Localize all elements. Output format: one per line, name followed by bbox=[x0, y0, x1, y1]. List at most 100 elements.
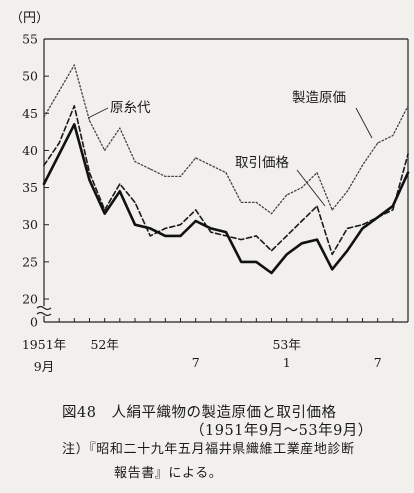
data-point bbox=[225, 172, 227, 174]
data-point bbox=[270, 272, 273, 274]
data-point bbox=[43, 164, 45, 166]
x-tick-label: 7 bbox=[374, 355, 382, 370]
data-point bbox=[58, 90, 60, 92]
series-line-dotted bbox=[43, 64, 409, 215]
data-point bbox=[88, 120, 91, 122]
series-label: 原糸代 bbox=[110, 100, 151, 116]
data-point bbox=[164, 235, 166, 237]
data-point bbox=[225, 231, 227, 233]
data-point bbox=[104, 212, 106, 215]
data-point bbox=[286, 194, 288, 196]
data-point bbox=[119, 183, 121, 185]
data-point bbox=[149, 235, 151, 237]
data-point bbox=[270, 250, 273, 252]
data-point bbox=[392, 134, 394, 137]
data-point bbox=[179, 235, 182, 237]
figure-title: 図48 人絹平織物の製造原価と取引価格 bbox=[62, 405, 337, 421]
data-point bbox=[179, 175, 182, 178]
axes bbox=[36, 38, 409, 323]
series-label: 取引価格 bbox=[235, 155, 289, 171]
data-point bbox=[58, 153, 60, 155]
data-point bbox=[255, 261, 257, 263]
y-tick-label: 45 bbox=[22, 106, 38, 121]
data-point bbox=[73, 64, 75, 66]
data-point bbox=[73, 105, 75, 107]
y-tick-label: 50 bbox=[22, 69, 38, 84]
series-label: 製造原価 bbox=[292, 90, 346, 106]
data-point bbox=[331, 209, 333, 211]
data-point bbox=[286, 235, 288, 237]
x-tick-label: 7 bbox=[192, 355, 200, 370]
labels-layer: 0 20 25 30 35 40 45 50 55 （円） 1951年 9月 52年 7 53年 1 7 製造原価… bbox=[10, 11, 382, 374]
data-point bbox=[43, 183, 45, 185]
data-point bbox=[119, 127, 121, 129]
axis-break-mark bbox=[36, 311, 52, 317]
data-point bbox=[407, 172, 409, 174]
data-point bbox=[392, 205, 394, 207]
data-point bbox=[392, 209, 394, 211]
data-point bbox=[407, 153, 409, 155]
data-point bbox=[134, 224, 136, 226]
data-point bbox=[316, 172, 318, 174]
data-point bbox=[286, 253, 288, 256]
data-point bbox=[240, 238, 242, 241]
data-point bbox=[316, 238, 318, 241]
series-label-leader bbox=[87, 107, 109, 119]
data-point bbox=[361, 227, 364, 230]
y-axis-unit-label: （円） bbox=[10, 11, 49, 26]
x-tick-label: 1 bbox=[283, 355, 291, 370]
data-point bbox=[361, 164, 364, 166]
data-point bbox=[149, 168, 151, 170]
data-point bbox=[43, 116, 45, 118]
data-point bbox=[210, 164, 212, 166]
data-point bbox=[255, 235, 257, 237]
data-point bbox=[149, 227, 151, 230]
y-tick-label: 30 bbox=[22, 217, 38, 232]
figure-subtitle: （1951年9月〜53年9月） bbox=[190, 423, 373, 439]
data-point bbox=[301, 186, 303, 189]
data-point bbox=[164, 227, 166, 230]
data-point bbox=[195, 209, 197, 211]
data-point bbox=[210, 227, 212, 230]
data-point bbox=[316, 205, 318, 207]
x-tick-label: 53年 bbox=[272, 337, 300, 352]
y-tick-label: 55 bbox=[22, 32, 38, 47]
x-tick-label: 52年 bbox=[90, 337, 118, 352]
data-point bbox=[104, 149, 106, 152]
data-point bbox=[134, 201, 136, 204]
chart: 0 20 25 30 35 40 45 50 55 （円） 1951年 9月 52年 7 53年 1 7 製造原価… bbox=[10, 11, 410, 374]
data-point bbox=[195, 220, 197, 222]
series-layer bbox=[42, 64, 410, 275]
data-point bbox=[58, 142, 60, 144]
source-note-line1: 注）『昭和二十九年五月福井県織維工業産地診断 bbox=[62, 442, 355, 457]
data-point bbox=[225, 235, 227, 237]
data-point bbox=[88, 172, 91, 174]
x-tick-label-sub: 9月 bbox=[34, 359, 54, 374]
data-point bbox=[179, 224, 182, 226]
data-point bbox=[210, 231, 212, 233]
data-point bbox=[240, 201, 242, 204]
data-point bbox=[301, 242, 303, 244]
data-point bbox=[377, 142, 379, 144]
data-point bbox=[301, 220, 303, 222]
data-point bbox=[346, 190, 348, 192]
data-point bbox=[270, 212, 273, 215]
y-tick-label: 20 bbox=[22, 292, 38, 307]
data-point bbox=[240, 261, 242, 263]
data-point bbox=[346, 227, 348, 230]
series-label-leader bbox=[355, 107, 373, 139]
y-tick-label: 35 bbox=[22, 180, 38, 195]
series-line-solid bbox=[42, 123, 410, 275]
data-point bbox=[119, 190, 121, 192]
y-tick-label: 40 bbox=[22, 143, 38, 158]
x-tick-label: 1951年 bbox=[22, 337, 66, 352]
data-point bbox=[195, 157, 197, 159]
y-tick-label: 25 bbox=[22, 254, 38, 269]
data-point bbox=[134, 160, 136, 163]
data-point bbox=[255, 201, 257, 204]
data-point bbox=[164, 175, 166, 178]
data-point bbox=[331, 253, 333, 256]
y-tick-label: 0 bbox=[30, 315, 38, 330]
data-point bbox=[407, 105, 409, 107]
data-point bbox=[377, 216, 379, 218]
